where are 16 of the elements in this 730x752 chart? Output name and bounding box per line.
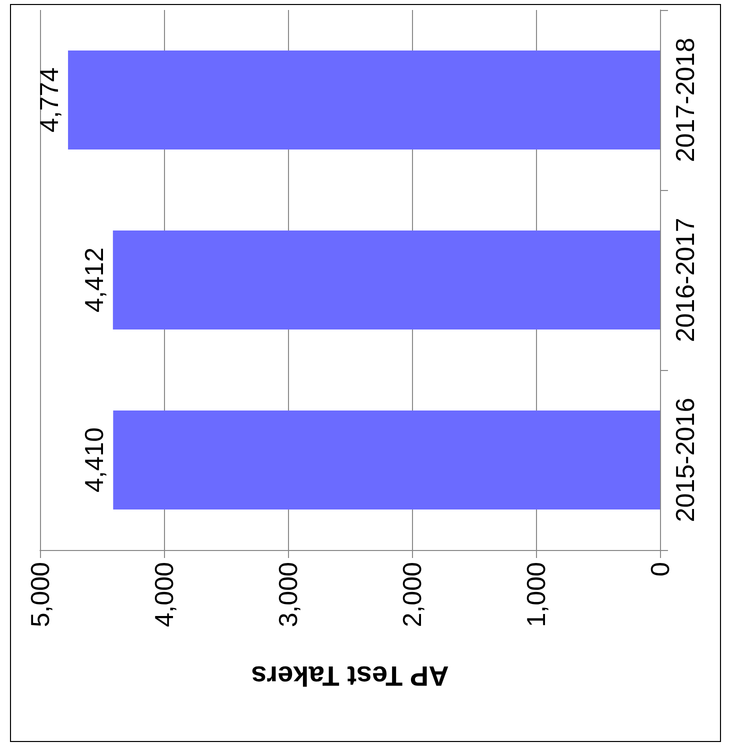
bar — [112, 230, 660, 330]
x-tick-label: 2,000 — [397, 562, 427, 628]
bar — [68, 50, 660, 150]
x-axis-title: AP Test Takers — [251, 660, 449, 692]
y-tick-label: 2015-2016 — [670, 398, 700, 522]
x-tick-label: 0 — [645, 562, 675, 576]
data-label: 4,412 — [78, 247, 109, 313]
data-label: 4,410 — [79, 427, 110, 493]
y-tick-label: 2016-2017 — [670, 218, 700, 342]
x-tick-label: 4,000 — [149, 562, 179, 628]
bar — [113, 410, 660, 510]
x-tick-label: 5,000 — [25, 562, 55, 628]
y-tick-label: 2017-2018 — [670, 38, 700, 162]
data-label: 4,774 — [34, 67, 64, 133]
x-tick-label: 1,000 — [521, 562, 551, 628]
x-tick-label: 3,000 — [273, 562, 303, 628]
